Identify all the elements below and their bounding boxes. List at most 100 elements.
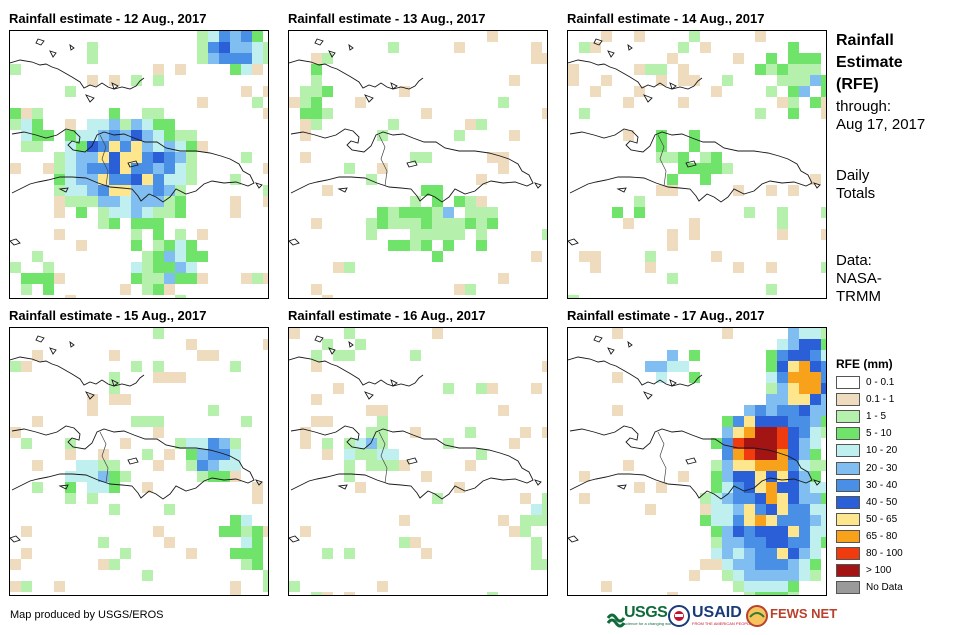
rainfall-cell — [252, 42, 263, 53]
rainfall-cell — [153, 119, 164, 130]
rainfall-cell — [197, 97, 208, 108]
rainfall-cell — [355, 438, 366, 449]
rainfall-cell — [744, 482, 755, 493]
rainfall-cell — [799, 405, 810, 416]
side-date: Aug 17, 2017 — [836, 116, 926, 133]
rainfall-cell — [131, 240, 142, 251]
rainfall-cell — [120, 119, 131, 130]
rainfall-cell — [711, 482, 722, 493]
legend-swatch — [836, 444, 860, 458]
rainfall-cell — [766, 350, 777, 361]
rainfall-cell — [219, 526, 230, 537]
rainfall-cell — [487, 592, 498, 595]
rainfall-cell — [766, 526, 777, 537]
rainfall-cell — [120, 196, 131, 207]
rainfall-cell — [377, 427, 388, 438]
rainfall-cell — [777, 570, 788, 581]
rainfall-cell — [733, 53, 744, 64]
rainfall-cell — [432, 185, 443, 196]
rainfall-cell — [153, 108, 164, 119]
rainfall-cell — [711, 460, 722, 471]
rainfall-cell — [142, 262, 153, 273]
rainfall-cell — [65, 152, 76, 163]
coastline-path — [812, 182, 821, 189]
rainfall-cell — [153, 328, 164, 339]
rainfall-cell — [230, 31, 241, 42]
rainfall-cell — [667, 174, 678, 185]
rainfall-cell — [377, 460, 388, 471]
legend-swatch — [836, 581, 860, 595]
rainfall-cell — [656, 64, 667, 75]
rainfall-cell — [667, 240, 678, 251]
rainfall-cell — [263, 86, 268, 97]
rainfall-cell — [164, 372, 175, 383]
rainfall-cell — [186, 251, 197, 262]
rainfall-cell — [542, 504, 547, 515]
coastline-path — [254, 182, 263, 189]
rainfall-cell — [241, 31, 252, 42]
rainfall-cell — [109, 471, 120, 482]
rainfall-cell — [32, 273, 43, 284]
rainfall-cell — [821, 372, 826, 383]
rainfall-cell — [98, 196, 109, 207]
legend-label: 65 - 80 — [866, 530, 898, 542]
rainfall-cell — [65, 449, 76, 460]
side-title-line-1: Rainfall — [836, 32, 894, 49]
rainfall-cell — [230, 64, 241, 75]
side-title-line-2: Estimate — [836, 54, 903, 71]
rainfall-cell — [634, 196, 645, 207]
legend-swatch — [836, 427, 860, 441]
coastline-path — [685, 457, 697, 465]
rainfall-cell — [208, 460, 219, 471]
rainfall-cell — [87, 174, 98, 185]
rainfall-cell — [810, 504, 821, 515]
rainfall-cell — [656, 130, 667, 141]
usgs-logo-mark — [606, 613, 626, 628]
rainfall-cell — [333, 262, 344, 273]
rainfall-cell — [164, 141, 175, 152]
rainfall-cell — [656, 141, 667, 152]
rainfall-cell — [744, 581, 755, 592]
rainfall-cell — [799, 427, 810, 438]
coastline-path — [49, 347, 57, 355]
rainfall-cell — [43, 262, 54, 273]
rainfall-cell — [153, 196, 164, 207]
rainfall-cell — [799, 482, 810, 493]
rainfall-cell — [601, 75, 612, 86]
rainfall-cell — [733, 504, 744, 515]
rainfall-cell — [98, 471, 109, 482]
border-path — [378, 431, 388, 484]
side-daily: Daily — [836, 167, 870, 184]
rainfall-cell — [142, 207, 153, 218]
coastline-path — [533, 182, 542, 189]
side-data-label: Data: — [836, 252, 872, 269]
rainfall-cell — [131, 174, 142, 185]
rainfall-cell — [32, 350, 43, 361]
rainfall-cell — [43, 130, 54, 141]
rainfall-cell — [54, 174, 65, 185]
rainfall-cell — [733, 460, 744, 471]
rainfall-cell — [542, 108, 547, 119]
rainfall-cell — [799, 471, 810, 482]
rainfall-cell — [98, 482, 109, 493]
rainfall-cell — [733, 449, 744, 460]
coastline-path — [812, 479, 821, 486]
rainfall-cell — [689, 350, 700, 361]
rainfall-cell — [722, 449, 733, 460]
rainfall-cell — [777, 515, 788, 526]
rainfall-cell — [788, 493, 799, 504]
rainfall-cell — [788, 427, 799, 438]
rainfall-cell — [531, 559, 542, 570]
rainfall-cell — [65, 130, 76, 141]
rainfall-cell — [689, 372, 700, 383]
rainfall-cell — [788, 537, 799, 548]
rainfall-cell — [777, 372, 788, 383]
rainfall-cell — [366, 229, 377, 240]
rainfall-cell — [799, 339, 810, 350]
rainfall-cell — [755, 64, 766, 75]
rainfall-cell — [230, 581, 241, 592]
rainfall-cell — [744, 416, 755, 427]
rainfall-cell — [175, 295, 186, 298]
rainfall-cell — [109, 460, 120, 471]
legend-label: 40 - 50 — [866, 496, 898, 508]
